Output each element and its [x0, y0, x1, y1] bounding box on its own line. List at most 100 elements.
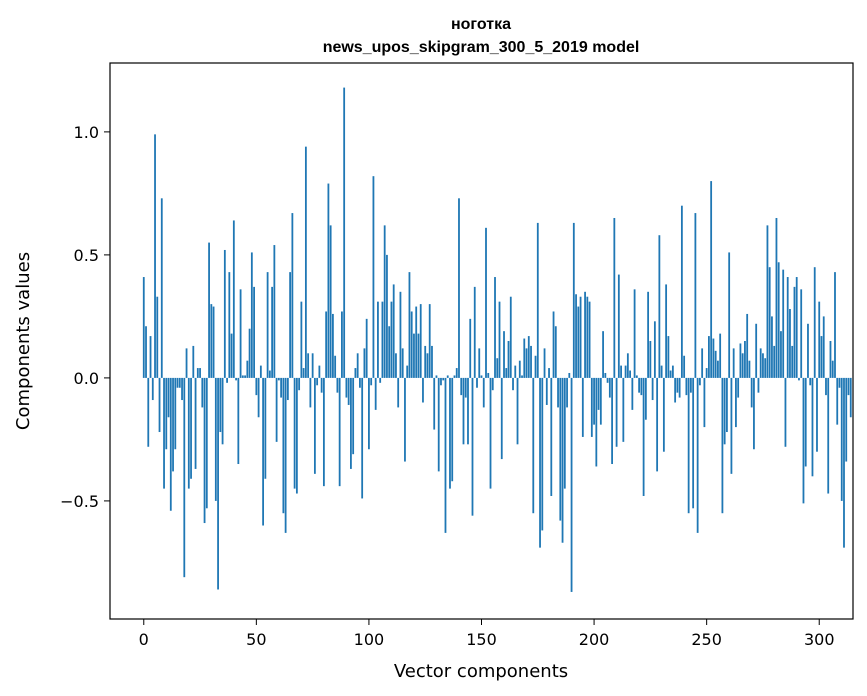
- y-tick-label: −0.5: [60, 492, 99, 511]
- bar-162: [507, 341, 510, 378]
- bar-231: [662, 377, 665, 452]
- bar-190: [570, 377, 573, 592]
- x-axis-label: Vector components: [394, 661, 568, 682]
- bar-170: [525, 348, 528, 378]
- bar-259: [726, 377, 728, 433]
- bar-38: [228, 272, 231, 378]
- bar-26: [201, 377, 204, 408]
- bar-209: [613, 217, 616, 378]
- bar-35: [221, 377, 224, 445]
- bar-174: [534, 355, 537, 378]
- x-tick-label: 0: [139, 630, 149, 649]
- bar-13: [172, 377, 174, 472]
- bar-203: [599, 377, 602, 425]
- bar-167: [518, 360, 521, 378]
- bar-115: [401, 348, 404, 378]
- bar-210: [615, 377, 618, 447]
- bar-128: [431, 345, 433, 378]
- bar-218: [633, 289, 636, 378]
- bar-147: [473, 286, 476, 378]
- bar-307: [834, 272, 836, 378]
- bar-179: [545, 377, 548, 405]
- bar-177: [541, 377, 544, 531]
- bar-193: [577, 306, 580, 378]
- bar-165: [514, 365, 517, 378]
- bar-12: [169, 377, 172, 511]
- bar-116: [404, 377, 406, 462]
- bar-241: [685, 377, 688, 396]
- bar-136: [449, 377, 451, 489]
- bar-46: [246, 360, 249, 378]
- bar-103: [374, 377, 377, 410]
- bar-54: [264, 377, 267, 479]
- bar-91: [347, 377, 350, 405]
- bar-144: [467, 377, 469, 445]
- bar-275: [762, 353, 764, 378]
- bar-74: [309, 377, 312, 408]
- bar-304: [827, 377, 830, 494]
- bar-184: [557, 377, 559, 408]
- bar-14: [174, 377, 177, 450]
- bar-270: [750, 377, 753, 408]
- bar-139: [455, 368, 458, 378]
- bar-45: [244, 375, 246, 378]
- bar-169: [523, 338, 526, 378]
- bar-121: [415, 306, 418, 378]
- bar-244: [692, 377, 695, 509]
- bar-313: [847, 377, 850, 396]
- bar-64: [286, 377, 289, 401]
- bar-34: [219, 377, 222, 433]
- bar-217: [631, 377, 634, 410]
- bar-196: [584, 291, 586, 378]
- bar-245: [694, 213, 697, 378]
- bar-101: [370, 377, 373, 386]
- bar-159: [500, 377, 503, 460]
- bar-94: [354, 368, 357, 378]
- bar-212: [620, 365, 622, 378]
- bar-152: [485, 227, 487, 378]
- bar-214: [624, 365, 627, 378]
- bar-95: [356, 353, 359, 378]
- bar-188: [566, 377, 568, 408]
- bar-239: [680, 205, 683, 378]
- bar-24: [196, 368, 199, 378]
- bar-268: [746, 313, 749, 378]
- bar-178: [543, 348, 546, 378]
- bar-77: [316, 377, 319, 386]
- bar-57: [271, 286, 274, 378]
- bar-93: [352, 377, 355, 455]
- bar-23: [194, 377, 197, 469]
- bar-277: [766, 225, 769, 378]
- bar-73: [307, 353, 310, 378]
- bar-96: [359, 377, 361, 388]
- bar-204: [602, 331, 604, 378]
- bar-296: [809, 377, 812, 386]
- bar-208: [611, 377, 613, 465]
- bar-31: [212, 306, 215, 378]
- bar-286: [786, 277, 789, 378]
- bar-185: [559, 377, 562, 521]
- bar-112: [395, 353, 397, 378]
- bar-273: [757, 377, 760, 393]
- bar-295: [807, 323, 809, 378]
- bar-283: [780, 331, 782, 378]
- bar-130: [435, 375, 438, 378]
- bar-44: [241, 375, 244, 378]
- bar-227: [653, 321, 656, 378]
- bar-30: [210, 304, 213, 378]
- bar-105: [379, 377, 382, 383]
- bar-309: [838, 377, 841, 388]
- bar-2: [147, 377, 150, 447]
- bar-311: [843, 377, 845, 548]
- bar-216: [629, 370, 631, 378]
- bar-276: [764, 358, 767, 378]
- bar-80: [322, 377, 325, 487]
- bar-36: [223, 249, 226, 378]
- bar-133: [442, 377, 445, 381]
- bar-200: [593, 377, 595, 425]
- bar-230: [660, 365, 663, 378]
- bar-17: [181, 377, 183, 401]
- bar-294: [804, 377, 807, 467]
- bar-272: [755, 323, 758, 378]
